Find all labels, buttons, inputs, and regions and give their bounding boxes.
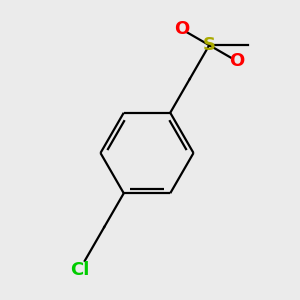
- Text: O: O: [229, 52, 244, 70]
- Text: Cl: Cl: [70, 261, 89, 279]
- Text: S: S: [203, 36, 216, 54]
- Text: O: O: [174, 20, 189, 38]
